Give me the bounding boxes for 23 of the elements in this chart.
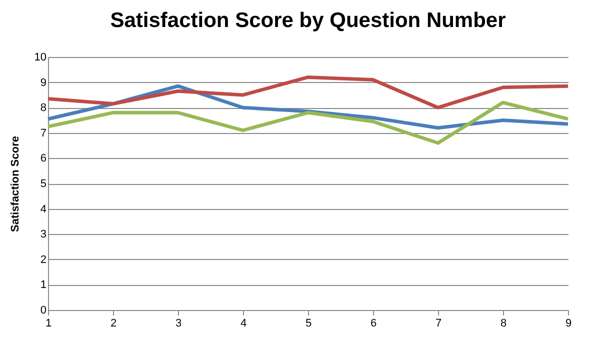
y-tick-label: 10 xyxy=(34,52,46,64)
y-tick-label: 0 xyxy=(40,304,46,316)
y-tick-label: 6 xyxy=(40,152,46,165)
x-tick-label: 8 xyxy=(500,318,507,330)
y-tick-label: 1 xyxy=(40,279,46,292)
y-tick-label: 3 xyxy=(40,228,46,241)
x-tick-label: 7 xyxy=(435,318,442,330)
y-tick-label: 8 xyxy=(40,102,46,114)
x-tick-label: 3 xyxy=(175,318,182,330)
x-tick-label: 5 xyxy=(305,318,312,330)
x-tick-label: 6 xyxy=(370,318,377,330)
chart-title: Satisfaction Score by Question Number xyxy=(110,9,506,32)
x-tick-label: 4 xyxy=(240,318,247,330)
line-series xyxy=(46,75,570,110)
y-tick-label: 2 xyxy=(40,254,46,266)
y-tick-label: 4 xyxy=(40,203,46,216)
y-tick-label: 7 xyxy=(40,127,46,140)
x-tick-label: 9 xyxy=(565,318,572,330)
y-tick-label: 9 xyxy=(40,76,46,89)
x-tick-label: 2 xyxy=(110,318,117,330)
y-tick-label: 5 xyxy=(40,178,46,190)
line-series xyxy=(46,100,570,145)
y-axis-title: Satisfaction Score xyxy=(9,136,22,232)
